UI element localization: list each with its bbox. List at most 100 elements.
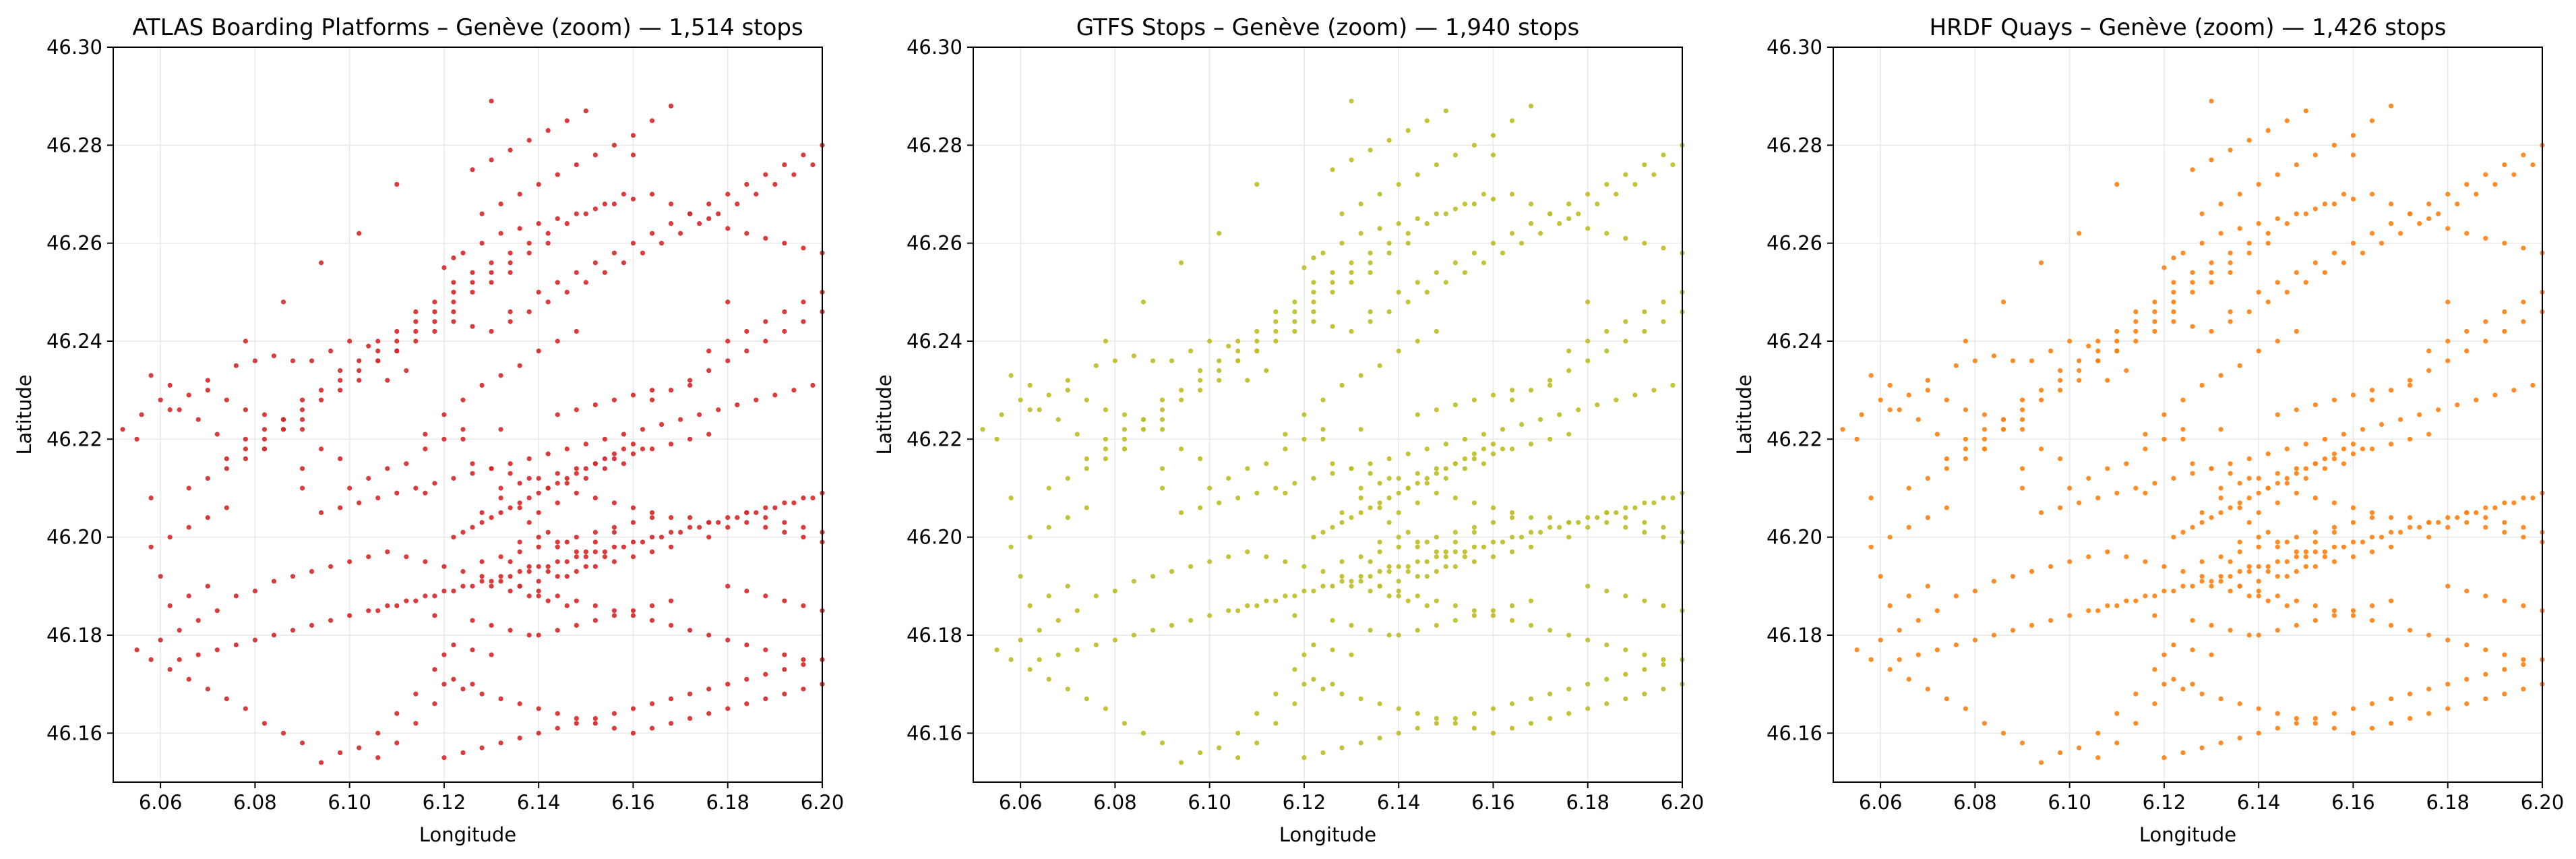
scatter-point <box>1103 446 1108 452</box>
scatter-point <box>1226 475 1231 481</box>
scatter-point <box>706 632 712 638</box>
scatter-point <box>1386 568 1392 574</box>
scatter-point <box>1452 529 1458 535</box>
scatter-point <box>2360 250 2366 256</box>
scatter-point <box>1377 583 1382 589</box>
scatter-point <box>2029 358 2035 363</box>
scatter-point <box>668 721 674 726</box>
scatter-point <box>2331 711 2337 716</box>
scatter-point <box>1349 579 1354 584</box>
scatter-point <box>782 652 787 657</box>
scatter-point <box>1424 574 1430 579</box>
scatter-point <box>1434 162 1439 167</box>
scatter-point <box>508 628 513 633</box>
scatter-point <box>205 378 210 383</box>
scatter-point <box>564 475 570 481</box>
scatter-point <box>2105 378 2110 383</box>
scatter-point <box>441 564 447 569</box>
scatter-point <box>2133 598 2139 603</box>
scatter-point <box>2058 368 2063 374</box>
scatter-point <box>602 549 607 555</box>
scatter-point <box>1292 481 1297 486</box>
scatter-point <box>280 417 286 422</box>
scatter-point <box>2341 461 2347 467</box>
scatter-point <box>2180 750 2186 755</box>
scatter-point <box>649 510 655 515</box>
scatter-point <box>678 231 683 236</box>
scatter-point <box>2426 520 2432 525</box>
scatter-point <box>2284 118 2290 123</box>
scatter-point <box>2275 500 2280 506</box>
scatter-point <box>1490 152 1496 158</box>
scatter-point <box>1934 608 1940 614</box>
scatter-point <box>1008 544 1014 550</box>
scatter-point <box>451 280 456 285</box>
scatter-point <box>649 725 655 731</box>
scatter-point <box>526 495 532 501</box>
scatter-point <box>1330 682 1335 687</box>
scatter-point <box>432 309 437 314</box>
scatter-point <box>1471 142 1477 148</box>
scatter-point <box>1330 647 1335 653</box>
scatter-point <box>2483 235 2488 241</box>
scatter-point <box>2379 421 2385 427</box>
scatter-point <box>1642 309 1647 314</box>
scatter-point <box>1661 686 1666 692</box>
scatter-point <box>2388 201 2394 207</box>
scatter-point <box>526 564 532 569</box>
scatter-point <box>309 622 315 628</box>
scatter-point <box>1386 250 1392 256</box>
scatter-point <box>517 363 522 368</box>
scatter-point <box>498 696 503 702</box>
scatter-point <box>2209 328 2214 334</box>
scatter-point <box>1991 632 1997 638</box>
scatter-point <box>1963 456 1968 462</box>
scatter-point <box>668 442 674 447</box>
scatter-point <box>1377 191 1382 197</box>
scatter-point <box>526 520 532 525</box>
scatter-point <box>2294 466 2299 471</box>
scatter-point <box>1500 250 1506 256</box>
scatter-point <box>1112 637 1117 643</box>
scatter-point <box>592 529 598 535</box>
scatter-point <box>630 706 636 711</box>
scatter-point <box>1018 574 1023 579</box>
scatter-point <box>2312 461 2318 467</box>
scatter-point <box>1217 358 1222 363</box>
scatter-point <box>432 593 437 599</box>
scatter-point <box>2228 505 2233 510</box>
scatter-point <box>375 730 381 736</box>
scatter-point <box>2284 221 2290 227</box>
scatter-point <box>2284 481 2290 486</box>
scatter-point <box>1311 299 1316 305</box>
scatter-point <box>1547 436 1553 442</box>
scatter-point <box>1953 593 1959 599</box>
scatter-point <box>1065 515 1070 521</box>
scatter-point <box>2161 564 2167 569</box>
scatter-point <box>2190 525 2195 530</box>
scatter-point <box>1122 721 1128 726</box>
scatter-point <box>1046 485 1051 491</box>
scatter-point <box>1982 412 1988 417</box>
scatter-point <box>2388 696 2394 702</box>
scatter-point <box>574 598 579 603</box>
scatter-point <box>1623 505 1628 510</box>
scatter-point <box>1093 593 1099 599</box>
scatter-point <box>205 475 210 481</box>
scatter-point <box>640 539 646 545</box>
scatter-point <box>2152 309 2157 314</box>
scatter-point <box>2265 127 2271 134</box>
scatter-point <box>564 481 570 486</box>
scatter-point <box>2322 270 2327 275</box>
scatter-point <box>668 103 674 109</box>
scatter-point <box>2322 549 2327 555</box>
scatter-point <box>621 191 627 197</box>
scatter-point <box>1566 632 1572 638</box>
scatter-point <box>489 515 494 521</box>
scatter-point <box>2228 319 2233 324</box>
scatter-point <box>2379 535 2385 540</box>
scatter-point <box>441 436 447 442</box>
scatter-point <box>801 686 806 692</box>
scatter-point <box>801 245 806 251</box>
scatter-point <box>2143 490 2148 496</box>
